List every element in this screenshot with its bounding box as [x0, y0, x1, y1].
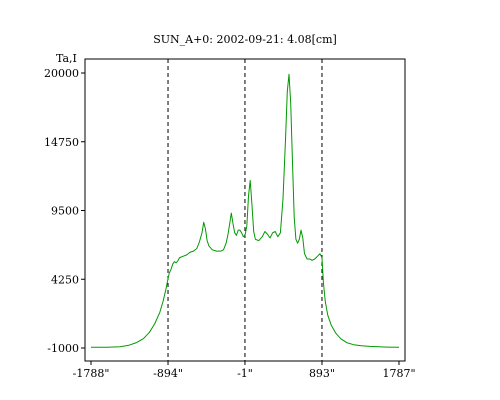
reference-lines — [167, 59, 323, 361]
x-tick-label: 1787" — [382, 367, 415, 380]
y-tick-label: 9500 — [51, 205, 79, 218]
series-group — [91, 73, 400, 348]
x-tick-label: -1788" — [73, 367, 110, 380]
x-tick-label: 893" — [309, 367, 335, 380]
y-tick-label: -1000 — [47, 342, 79, 355]
series-line — [91, 73, 400, 348]
y-tick-label: 20000 — [44, 67, 79, 80]
x-tick-label: -1" — [237, 367, 253, 380]
axis-ticks: -1000 4250 9500 14750 20000 -1788" -894" -1" 893… — [44, 67, 416, 380]
y-tick-label: 14750 — [44, 136, 79, 149]
y-axis-label: Ta,I — [56, 52, 77, 65]
y-tick-label: 4250 — [51, 273, 79, 286]
chart-title: SUN_A+0: 2002-09-21: 4.08[cm] — [153, 33, 337, 46]
x-tick-label: -894" — [153, 367, 183, 380]
